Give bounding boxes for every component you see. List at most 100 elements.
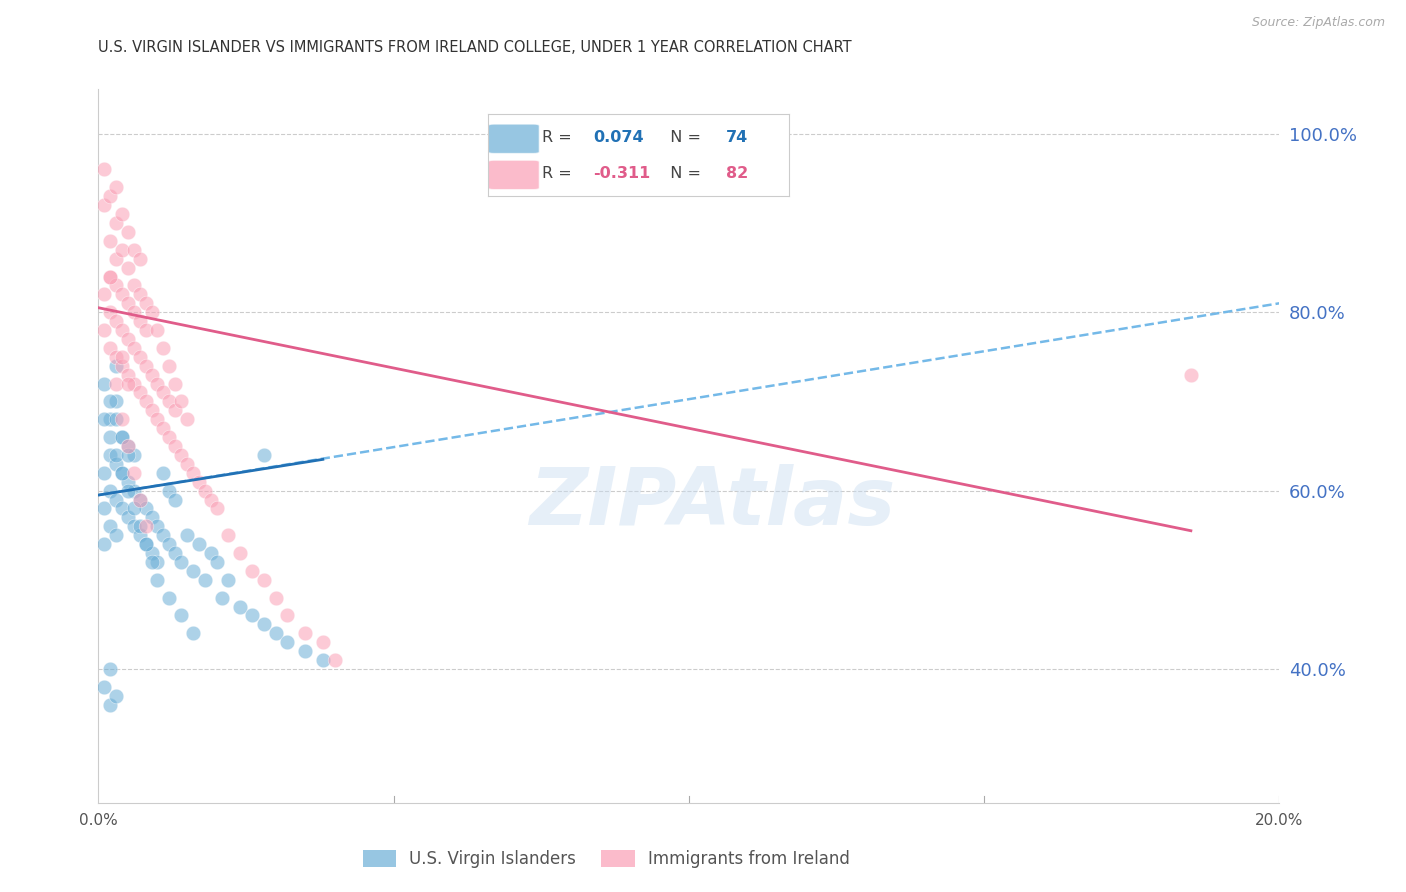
Point xyxy=(117,475,139,489)
Point xyxy=(128,519,150,533)
Point xyxy=(98,341,121,355)
Point xyxy=(117,225,139,239)
Point xyxy=(111,430,134,444)
Point xyxy=(93,376,115,391)
Point xyxy=(176,412,198,426)
Point xyxy=(176,528,198,542)
Point xyxy=(135,323,157,337)
Point xyxy=(135,501,157,516)
Point xyxy=(165,492,187,507)
Point xyxy=(312,635,335,649)
Point xyxy=(93,680,115,694)
Point xyxy=(217,573,239,587)
Point xyxy=(200,546,222,560)
Point xyxy=(157,483,180,498)
Point xyxy=(229,546,252,560)
Point xyxy=(105,359,128,373)
Point xyxy=(98,269,121,284)
Point xyxy=(105,457,128,471)
Point xyxy=(187,475,209,489)
Point xyxy=(93,537,115,551)
Point xyxy=(253,573,276,587)
Point xyxy=(152,466,174,480)
Point xyxy=(111,430,134,444)
Point xyxy=(157,430,180,444)
Text: Source: ZipAtlas.com: Source: ZipAtlas.com xyxy=(1251,16,1385,29)
Point xyxy=(135,296,157,310)
Point xyxy=(128,350,150,364)
Point xyxy=(128,492,150,507)
Point xyxy=(111,466,134,480)
Point xyxy=(194,573,217,587)
Point xyxy=(217,528,239,542)
Point xyxy=(117,448,139,462)
Point xyxy=(312,653,335,667)
Point xyxy=(122,341,145,355)
Point xyxy=(146,573,169,587)
Point xyxy=(93,162,115,177)
Point xyxy=(229,599,252,614)
Point xyxy=(141,368,163,382)
Legend: U.S. Virgin Islanders, Immigrants from Ireland: U.S. Virgin Islanders, Immigrants from I… xyxy=(354,842,858,877)
Point xyxy=(128,287,150,301)
Point xyxy=(253,617,276,632)
Point xyxy=(152,421,174,435)
Point xyxy=(98,412,121,426)
Point xyxy=(146,412,169,426)
Point xyxy=(111,323,134,337)
Point xyxy=(111,287,134,301)
Point xyxy=(105,278,128,293)
Point xyxy=(181,466,204,480)
Point xyxy=(98,662,121,676)
Point xyxy=(93,287,115,301)
Point xyxy=(323,653,346,667)
Point xyxy=(135,394,157,409)
Point xyxy=(170,394,193,409)
Point xyxy=(117,368,139,382)
Point xyxy=(111,243,134,257)
Point xyxy=(146,323,169,337)
Point xyxy=(141,555,163,569)
Point xyxy=(294,644,316,658)
Point xyxy=(111,466,134,480)
Point xyxy=(98,519,121,533)
Text: U.S. VIRGIN ISLANDER VS IMMIGRANTS FROM IRELAND COLLEGE, UNDER 1 YEAR CORRELATIO: U.S. VIRGIN ISLANDER VS IMMIGRANTS FROM … xyxy=(98,40,852,55)
Point xyxy=(264,626,287,640)
Point xyxy=(157,359,180,373)
Point xyxy=(128,385,150,400)
Point xyxy=(135,537,157,551)
Point xyxy=(122,519,145,533)
Point xyxy=(1180,368,1202,382)
Text: ZIPAtlas: ZIPAtlas xyxy=(530,464,896,542)
Point xyxy=(170,608,193,623)
Point xyxy=(141,510,163,524)
Point xyxy=(105,492,128,507)
Point xyxy=(135,359,157,373)
Point xyxy=(111,350,134,364)
Point xyxy=(93,501,115,516)
Point xyxy=(152,385,174,400)
Point xyxy=(111,359,134,373)
Point xyxy=(117,510,139,524)
Point xyxy=(205,555,228,569)
Point xyxy=(122,243,145,257)
Point xyxy=(105,314,128,328)
Point xyxy=(240,608,263,623)
Point xyxy=(170,555,193,569)
Point xyxy=(165,546,187,560)
Point xyxy=(128,314,150,328)
Point xyxy=(98,189,121,203)
Point xyxy=(146,555,169,569)
Point xyxy=(128,492,150,507)
Point xyxy=(105,252,128,266)
Point xyxy=(105,216,128,230)
Point xyxy=(105,448,128,462)
Point xyxy=(117,332,139,346)
Point xyxy=(146,376,169,391)
Point xyxy=(122,278,145,293)
Point xyxy=(105,376,128,391)
Point xyxy=(98,448,121,462)
Point xyxy=(253,448,276,462)
Point xyxy=(93,198,115,212)
Point xyxy=(117,296,139,310)
